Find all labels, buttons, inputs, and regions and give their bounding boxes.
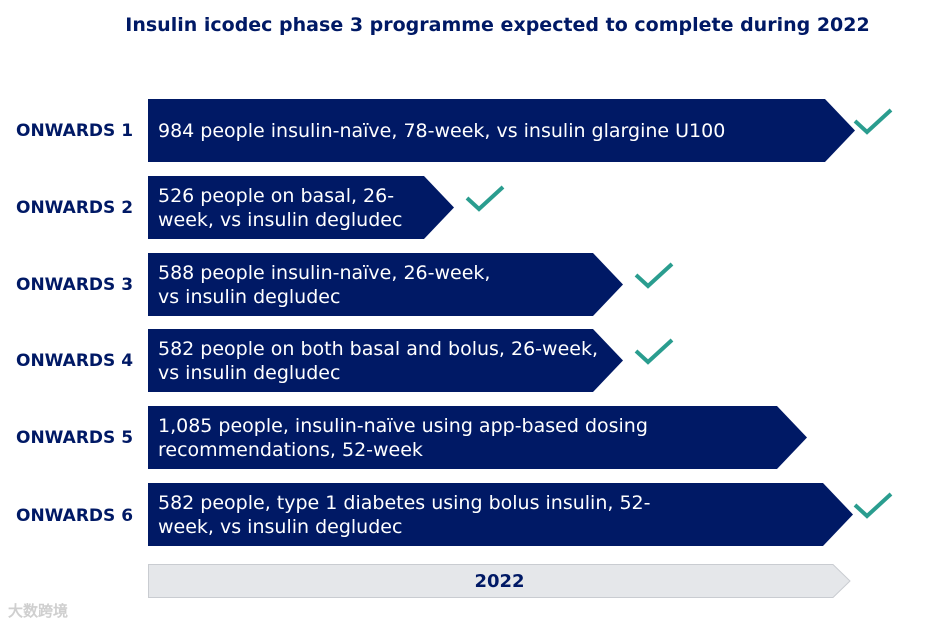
timeline-year: 2022 [474,570,525,592]
trial-description: 1,085 people, insulin-naïve using app-ba… [158,414,648,461]
trial-bar-onwards-6: 582 people, type 1 diabetes using bolus … [148,483,853,546]
trial-label-onwards-6: ONWARDS 6 [16,506,134,526]
trial-description: 984 people insulin-naïve, 78-week, vs in… [158,119,726,142]
trial-description: 582 people, type 1 diabetes using bolus … [158,491,651,538]
trial-bar-onwards-4: 582 people on both basal and bolus, 26-w… [148,329,623,392]
check-icon [634,262,674,289]
check-icon [853,108,893,135]
trial-label-onwards-3: ONWARDS 3 [16,275,134,295]
trial-description: 526 people on basal, 26-week, vs insulin… [158,184,403,231]
trial-description: 582 people on both basal and bolus, 26-w… [158,337,598,384]
check-icon [634,338,674,365]
trial-label-onwards-4: ONWARDS 4 [16,351,134,371]
check-icon [853,492,893,519]
trial-bar-onwards-3: 588 people insulin-naïve, 26-week, vs in… [148,253,623,316]
trial-label-onwards-5: ONWARDS 5 [16,428,134,448]
trial-label-onwards-1: ONWARDS 1 [16,121,134,141]
page-title: Insulin icodec phase 3 programme expecte… [125,14,870,36]
trial-description: 588 people insulin-naïve, 26-week, vs in… [158,261,491,308]
trial-bar-onwards-5: 1,085 people, insulin-naïve using app-ba… [148,406,807,469]
timeline-arrow: 2022 [148,564,851,598]
trial-bar-onwards-2: 526 people on basal, 26-week, vs insulin… [148,176,454,239]
trial-bar-onwards-1: 984 people insulin-naïve, 78-week, vs in… [148,99,855,162]
trial-label-onwards-2: ONWARDS 2 [16,198,134,218]
check-icon [465,185,505,212]
watermark: 大数跨境 [8,602,69,620]
